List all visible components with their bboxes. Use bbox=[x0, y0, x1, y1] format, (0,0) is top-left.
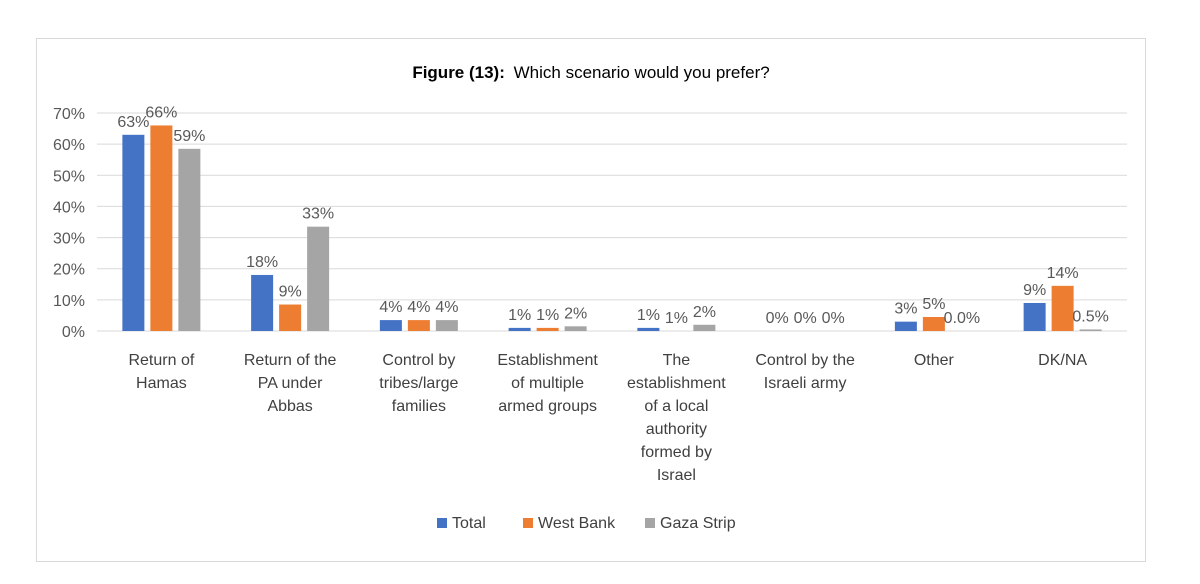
bar bbox=[435, 320, 458, 331]
y-tick-label: 30% bbox=[53, 231, 85, 248]
x-tick-label: authority bbox=[646, 421, 707, 438]
data-label: 0% bbox=[766, 310, 789, 327]
y-tick-label: 50% bbox=[53, 168, 85, 185]
data-label: 1% bbox=[536, 307, 559, 324]
legend-label: West Bank bbox=[538, 515, 616, 532]
data-label: 0.5% bbox=[1072, 308, 1108, 325]
x-tick-label: Hamas bbox=[136, 375, 187, 392]
x-tick-label: families bbox=[392, 398, 446, 415]
x-tick-label: DK/NA bbox=[1038, 352, 1087, 369]
data-label: 1% bbox=[508, 307, 531, 324]
x-tick-label: The bbox=[663, 352, 691, 369]
bar bbox=[508, 327, 531, 331]
data-label: 0% bbox=[822, 310, 845, 327]
data-label: 66% bbox=[145, 104, 177, 121]
x-tick-label: of multiple bbox=[511, 375, 584, 392]
legend-swatch bbox=[645, 518, 655, 528]
chart-frame: Figure (13): Which scenario would you pr… bbox=[36, 38, 1146, 562]
legend-swatch bbox=[523, 518, 533, 528]
x-tick-label: Establishment bbox=[497, 352, 598, 369]
data-label: 0.0% bbox=[944, 310, 980, 327]
data-label: 14% bbox=[1047, 265, 1079, 282]
data-label: 5% bbox=[922, 296, 945, 313]
x-tick-label: Israeli army bbox=[764, 375, 847, 392]
y-tick-label: 70% bbox=[53, 106, 85, 123]
data-label: 18% bbox=[246, 254, 278, 271]
data-labels: 63%66%59%18%9%33%4% 4% 4% 1% 1% 2% 1% 1% 2% 0% 0% 0… bbox=[117, 104, 1109, 327]
bar bbox=[536, 327, 559, 331]
y-tick-label: 60% bbox=[53, 137, 85, 154]
data-label: 2% bbox=[693, 304, 716, 321]
bar bbox=[922, 316, 945, 331]
bar bbox=[379, 320, 402, 331]
data-label: 1% bbox=[665, 310, 688, 327]
data-label: 9% bbox=[1023, 282, 1046, 299]
bar bbox=[564, 326, 587, 331]
x-tick-label: armed groups bbox=[498, 398, 597, 415]
data-label: 1% bbox=[637, 307, 660, 324]
bar-chart: Figure (13): Which scenario would you pr… bbox=[53, 63, 1127, 532]
data-label: 59% bbox=[173, 128, 205, 145]
bar bbox=[894, 321, 917, 331]
bar bbox=[150, 125, 173, 331]
x-tick-label: Israel bbox=[657, 467, 696, 484]
x-tick-label: Abbas bbox=[267, 398, 312, 415]
bar bbox=[122, 134, 145, 331]
bar bbox=[407, 320, 430, 331]
data-label: 2% bbox=[564, 305, 587, 322]
data-label: 4% bbox=[379, 299, 402, 316]
chart-title-prefix: Figure (13): bbox=[412, 63, 505, 82]
x-axis: Return of Hamas Return of the PA under Abbas… bbox=[128, 352, 1087, 484]
data-label: 9% bbox=[279, 284, 302, 301]
bar bbox=[637, 327, 660, 331]
chart-title-text: Which scenario would you prefer? bbox=[514, 63, 770, 82]
bar bbox=[1023, 302, 1046, 331]
bars bbox=[122, 125, 1102, 331]
y-axis: 0% 10% 20% 30% 40% 50% 60% 70% bbox=[53, 106, 85, 341]
bar bbox=[307, 226, 330, 331]
x-tick-label: Control by bbox=[382, 352, 455, 369]
legend-swatch bbox=[437, 518, 447, 528]
x-tick-label: tribes/large bbox=[379, 375, 458, 392]
data-label: 33% bbox=[302, 206, 334, 223]
x-tick-label: of a local bbox=[644, 398, 708, 415]
y-tick-label: 20% bbox=[53, 262, 85, 279]
data-label: 3% bbox=[894, 301, 917, 318]
y-tick-label: 0% bbox=[62, 324, 85, 341]
x-tick-label: Control by the bbox=[755, 352, 855, 369]
y-tick-label: 10% bbox=[53, 293, 85, 310]
legend: Total West Bank Gaza Strip bbox=[437, 515, 736, 532]
x-tick-label: PA under bbox=[258, 375, 323, 392]
x-tick-label: formed by bbox=[641, 444, 712, 461]
x-tick-label: Other bbox=[914, 352, 955, 369]
legend-label: Gaza Strip bbox=[660, 515, 736, 532]
data-label: 4% bbox=[435, 299, 458, 316]
bar bbox=[178, 148, 201, 331]
data-label: 0% bbox=[794, 310, 817, 327]
bar bbox=[693, 324, 716, 331]
y-tick-label: 40% bbox=[53, 199, 85, 216]
chart-title: Figure (13): Which scenario would you pr… bbox=[412, 63, 769, 82]
bar bbox=[279, 304, 302, 331]
legend-label: Total bbox=[452, 515, 486, 532]
x-tick-label: Return of bbox=[128, 352, 194, 369]
bar bbox=[1079, 329, 1102, 331]
x-tick-label: establishment bbox=[627, 375, 726, 392]
bar bbox=[1051, 285, 1074, 331]
bar bbox=[251, 274, 274, 331]
x-tick-label: Return of the bbox=[244, 352, 337, 369]
data-label: 4% bbox=[407, 299, 430, 316]
data-label: 63% bbox=[117, 114, 149, 131]
